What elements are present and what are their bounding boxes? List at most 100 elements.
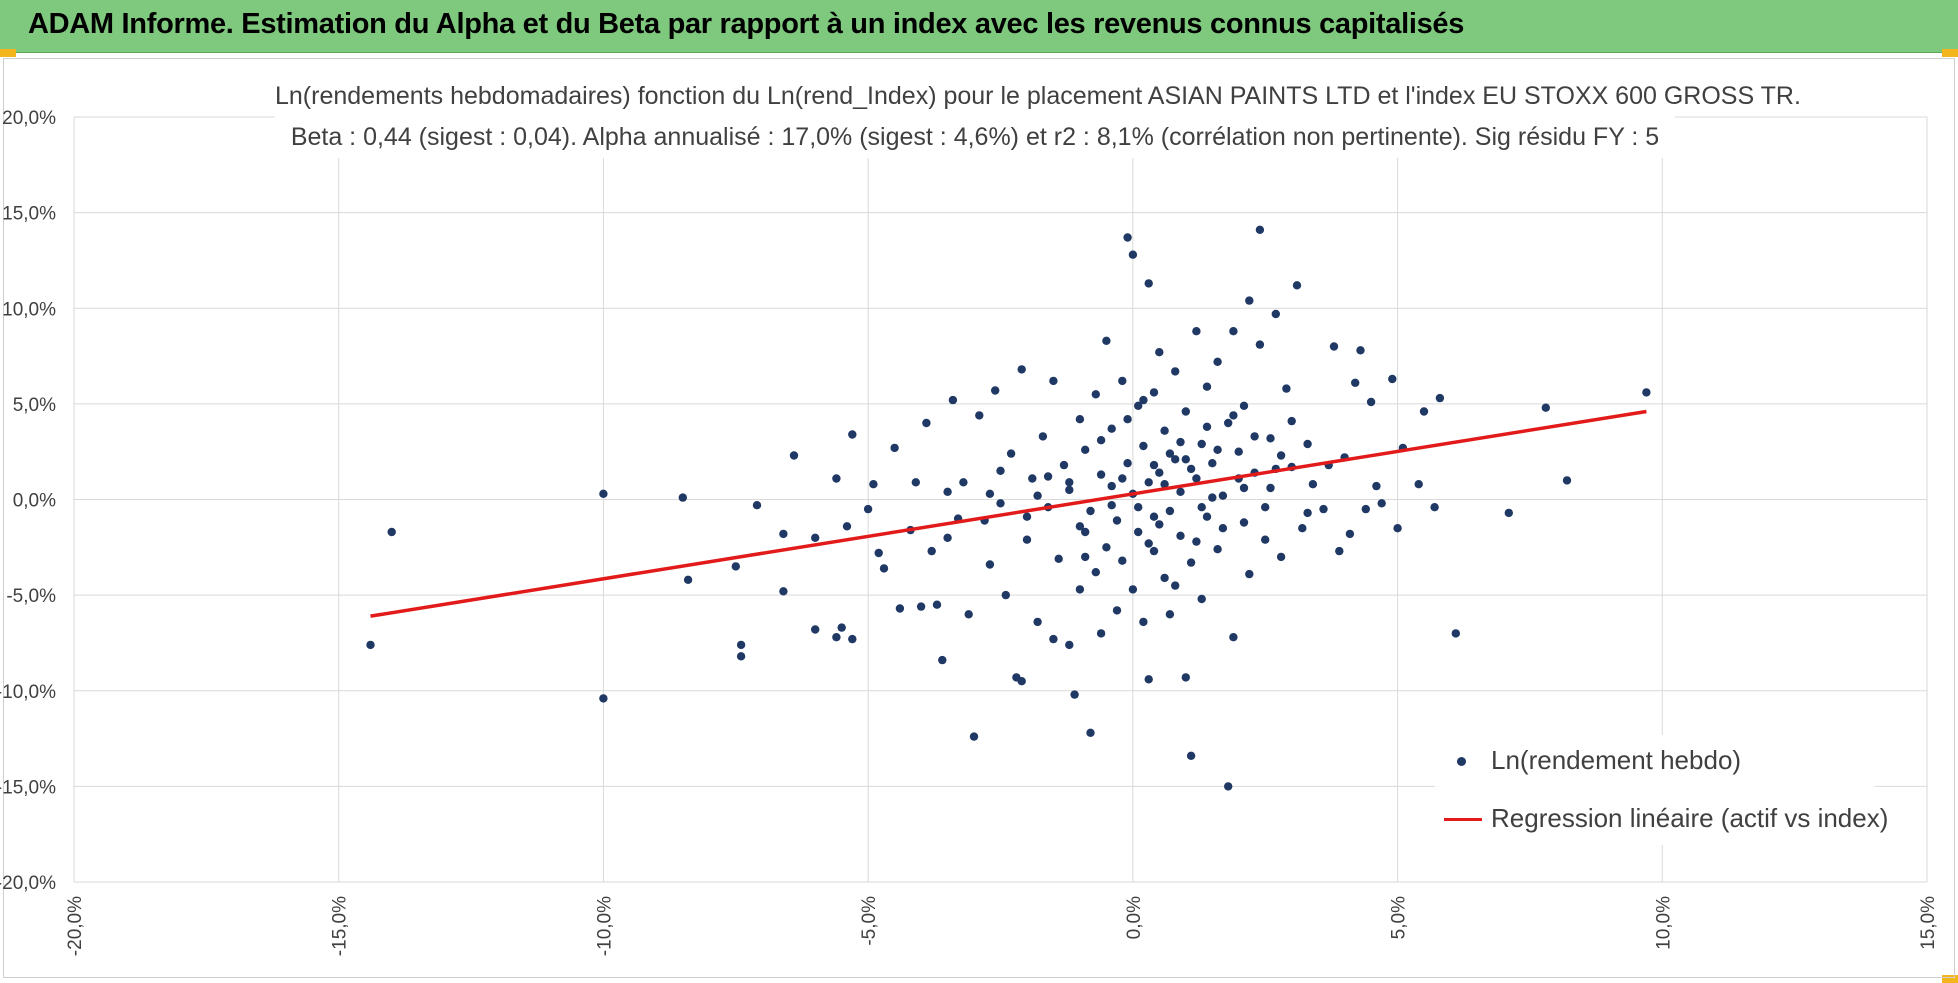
scatter-point: [874, 548, 883, 558]
scatter-point: [1388, 374, 1397, 384]
scatter-point: [1303, 508, 1312, 518]
scatter-point: [1112, 516, 1122, 525]
scatter-point: [1033, 491, 1042, 500]
scatter-point: [1107, 501, 1116, 510]
scatter-point: [1245, 296, 1254, 305]
scatter-point: [1049, 634, 1058, 644]
scatter-point: [599, 489, 608, 498]
scatter-point: [599, 694, 608, 703]
regression-line: [370, 409, 1647, 618]
scatter-point: [1155, 468, 1164, 477]
scatter-point: [943, 487, 952, 496]
scatter-point: [736, 652, 746, 661]
scatter-point: [1134, 527, 1143, 537]
scatter-point: [1128, 585, 1138, 594]
scatter-point: [832, 633, 841, 642]
y-tick-label: -20,0%: [0, 873, 56, 894]
scatter-point: [1213, 545, 1222, 554]
y-tick-label: -10,0%: [0, 682, 56, 703]
scatter-point: [922, 418, 931, 428]
scatter-point: [1033, 617, 1042, 627]
scatter-point: [1123, 233, 1132, 242]
header-banner: ADAM Informe. Estimation du Alpha et du …: [0, 0, 1958, 53]
scatter-point: [1224, 418, 1233, 428]
scatter-point: [1139, 441, 1148, 451]
y-tick-label: 15,0%: [2, 204, 56, 225]
scatter-point: [1234, 447, 1243, 456]
scatter-point: [1218, 491, 1228, 500]
scatter-point: [1181, 407, 1191, 416]
scatter-point: [1001, 590, 1010, 600]
scatter-point: [1202, 512, 1212, 521]
x-tick-label: 15,0%: [1918, 896, 1939, 950]
scatter-point: [1134, 503, 1143, 512]
scatter-point: [1038, 432, 1048, 441]
scatter-point: [1123, 459, 1132, 468]
legend-point-marker: [1457, 757, 1466, 766]
corner-marker-right: [1942, 49, 1958, 57]
scatter-point: [1504, 508, 1514, 518]
scatter-point: [1160, 480, 1169, 489]
chart-title-line-1: Ln(rendements hebdomadaires) fonction du…: [275, 82, 1801, 110]
scatter-point: [948, 395, 958, 405]
scatter-point: [1049, 376, 1058, 386]
scatter-point: [1017, 365, 1026, 374]
y-tick-label: 10,0%: [2, 299, 56, 320]
scatter-point: [1245, 569, 1254, 579]
scatter-point: [1208, 459, 1217, 468]
scatter-point: [366, 640, 375, 650]
x-tick-label: 5,0%: [1389, 896, 1410, 939]
scatter-point: [1165, 506, 1175, 516]
scatter-point: [1134, 401, 1143, 410]
scatter-point: [1451, 629, 1461, 638]
scatter-point: [1202, 382, 1212, 391]
scatter-point: [1197, 503, 1206, 512]
scatter-point: [1155, 348, 1164, 357]
scatter-point: [1081, 445, 1090, 454]
scatter-point: [1149, 460, 1159, 470]
scatter-point: [1366, 397, 1376, 407]
scatter-point: [869, 480, 878, 489]
scatter-point: [890, 443, 899, 453]
scatter-point: [1160, 426, 1169, 435]
data-points: [366, 225, 1651, 791]
scatter-point: [1065, 485, 1074, 495]
legend-item-regression: Regression linéaire (actif vs index): [1435, 801, 1888, 837]
legend-item-points: Ln(rendement hebdo): [1435, 743, 1875, 779]
x-tick-label: 10,0%: [1653, 896, 1674, 950]
scatter-point: [736, 640, 746, 650]
scatter-point: [1149, 388, 1159, 397]
scatter-point: [1335, 546, 1344, 556]
scatter-point: [1261, 535, 1270, 544]
x-tick-label: 0,0%: [1124, 896, 1145, 939]
scatter-point: [879, 564, 889, 573]
scatter-point: [1435, 393, 1445, 403]
x-tick-label: -10,0%: [594, 896, 615, 956]
scatter-point: [1192, 327, 1201, 336]
scatter-point: [1308, 480, 1318, 489]
report-title: ADAM Informe. Estimation du Alpha et du …: [28, 8, 1465, 40]
scatter-point: [1250, 432, 1259, 441]
scatter-point: [985, 489, 995, 498]
scatter-point: [1075, 522, 1085, 531]
scatter-point: [1176, 437, 1185, 447]
x-tick-label: -5,0%: [859, 896, 880, 946]
scatter-point: [1319, 504, 1328, 514]
y-tick-label: -15,0%: [0, 777, 56, 798]
scatter-point: [848, 430, 857, 439]
scatter-point: [895, 604, 905, 613]
scatter-point: [779, 587, 788, 596]
scatter-point: [1351, 378, 1360, 387]
scatter-point: [1202, 422, 1212, 431]
scatter-point: [1266, 483, 1275, 493]
scatter-point: [1102, 336, 1111, 345]
scatter-point: [1144, 539, 1153, 548]
scatter-point: [1022, 512, 1032, 521]
scatter-point: [1022, 535, 1032, 544]
scatter-point: [1239, 483, 1249, 493]
corner-marker-bottom-right: [1942, 975, 1958, 983]
chart-frame: [3, 58, 1955, 978]
scatter-point: [1255, 340, 1265, 349]
scatter-point: [1059, 460, 1069, 470]
scatter-point: [985, 560, 995, 569]
